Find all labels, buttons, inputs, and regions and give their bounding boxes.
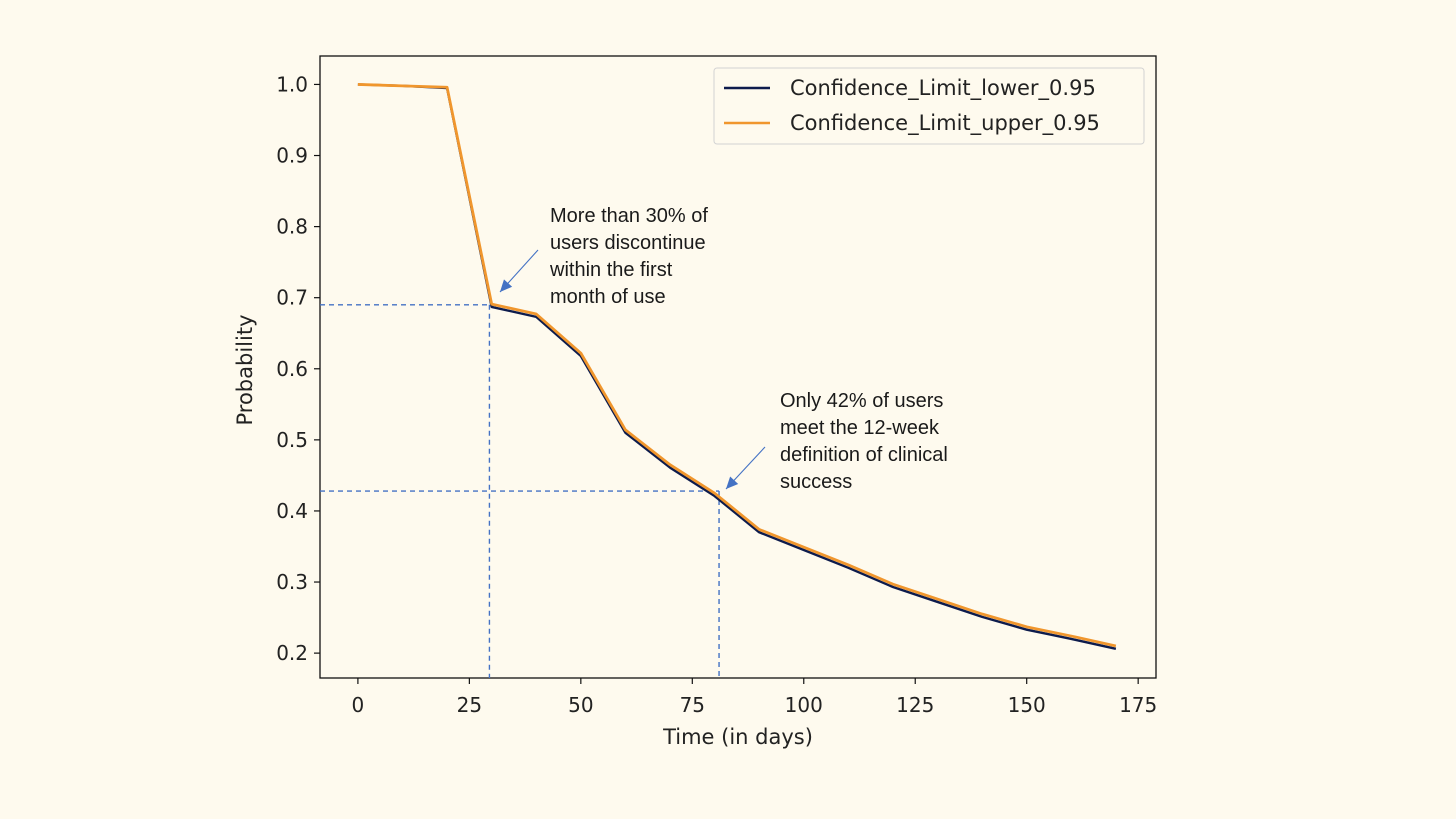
y-tick-label: 0.8 — [276, 215, 308, 239]
y-tick-label: 1.0 — [276, 72, 308, 96]
annotation-month-line: within the first — [549, 259, 673, 281]
x-tick-label: 125 — [896, 693, 934, 717]
x-tick-label: 25 — [457, 693, 482, 717]
legend-label-upper: Confidence_Limit_upper_0.95 — [790, 111, 1100, 136]
x-tick-label: 75 — [680, 693, 705, 717]
annotation-12week-arrowhead — [726, 476, 739, 489]
x-axis: 0 25 50 75 100 125 150 175 — [352, 678, 1157, 717]
annotation-month-line: month of use — [550, 286, 666, 308]
annotation-month-arrowhead — [500, 279, 513, 292]
x-tick-label: 0 — [352, 693, 365, 717]
x-tick-label: 50 — [568, 693, 593, 717]
reference-lines — [320, 304, 720, 678]
y-axis-label: Probability — [233, 314, 257, 425]
series-layer — [357, 83, 1117, 651]
series-line-lower — [357, 83, 1117, 651]
annotation-12week-line: definition of clinical — [780, 444, 948, 466]
y-tick-label: 0.9 — [276, 144, 308, 168]
y-tick-label: 0.2 — [276, 641, 308, 665]
y-axis: 0.2 0.3 0.4 0.5 0.6 0.7 0.8 0.9 1.0 — [276, 72, 320, 665]
x-tick-label: 150 — [1008, 693, 1046, 717]
x-tick-label: 100 — [785, 693, 823, 717]
annotation-month-text: More than 30% of users discontinue within … — [549, 205, 708, 308]
annotation-month-line: More than 30% of — [550, 205, 708, 227]
annotation-12week-line: meet the 12-week — [780, 417, 940, 439]
y-tick-label: 0.6 — [276, 357, 308, 381]
annotation-month-line: users discontinue — [550, 232, 706, 254]
x-axis-label: Time (in days) — [662, 725, 813, 749]
series-line-upper — [357, 83, 1117, 648]
annotations: More than 30% of users discontinue within … — [499, 205, 948, 493]
y-tick-label: 0.4 — [276, 499, 308, 523]
y-tick-label: 0.3 — [276, 570, 308, 594]
legend-label-lower: Confidence_Limit_lower_0.95 — [790, 76, 1096, 101]
annotation-12week-line: Only 42% of users — [780, 390, 943, 412]
legend: Confidence_Limit_lower_0.95 Confidence_Li… — [713, 67, 1145, 145]
legend-box — [713, 67, 1145, 145]
annotation-12week-text: Only 42% of users meet the 12-week definit… — [780, 390, 948, 493]
y-tick-label: 0.7 — [276, 286, 308, 310]
x-tick-label: 175 — [1119, 693, 1157, 717]
plot-area — [319, 55, 1157, 679]
y-tick-label: 0.5 — [276, 428, 308, 452]
annotation-12week-line: success — [780, 471, 852, 493]
